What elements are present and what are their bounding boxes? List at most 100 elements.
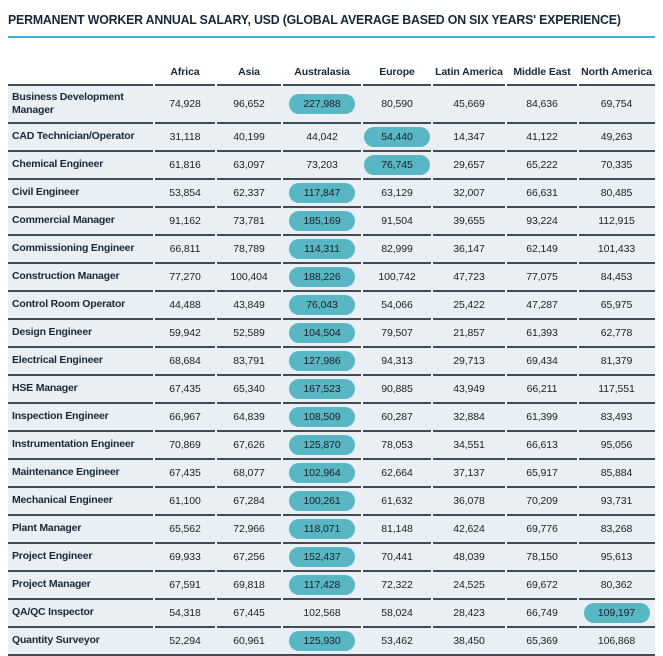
salary-cell: 125,930	[281, 626, 362, 654]
salary-value: 65,562	[169, 523, 201, 535]
highlight-pill: 127,986	[289, 351, 355, 371]
row-label: Control Room Operator	[8, 290, 154, 318]
salary-value: 65,369	[526, 635, 558, 647]
page-title: PERMANENT WORKER ANNUAL SALARY, USD (GLO…	[8, 12, 621, 27]
table-row: Instrumentation Engineer 70,869 67,626 125,…	[8, 430, 655, 458]
salary-value: 37,137	[453, 467, 485, 479]
salary-cell: 76,745	[361, 150, 432, 178]
salary-value: 21,857	[453, 327, 485, 339]
salary-cell: 52,589	[215, 318, 282, 346]
salary-cell: 77,270	[153, 262, 216, 290]
salary-value: 68,684	[169, 355, 201, 367]
salary-value: 29,657	[453, 159, 485, 171]
row-label: HSE Manager	[8, 374, 154, 402]
salary-cell: 72,966	[215, 514, 282, 542]
salary-cell: 78,053	[361, 430, 432, 458]
salary-cell: 106,868	[577, 626, 655, 654]
salary-value: 95,056	[600, 439, 633, 451]
table-row: HSE Manager 67,435 65,340 167,523 90,885 43,9…	[8, 374, 655, 402]
salary-cell: 83,268	[577, 514, 655, 542]
salary-cell: 227,988	[281, 84, 362, 122]
salary-value: 36,147	[453, 243, 485, 255]
row-label: Business Development Manager	[8, 84, 154, 122]
table-row: QA/QC Inspector 54,318 67,445 102,568 58,024…	[8, 598, 655, 626]
row-label: Electrical Engineer	[8, 346, 154, 374]
salary-cell: 64,839	[215, 402, 282, 430]
salary-cell: 70,335	[577, 150, 655, 178]
salary-value: 81,148	[381, 523, 413, 535]
salary-cell: 185,169	[281, 206, 362, 234]
salary-value: 73,203	[306, 159, 338, 171]
column-header: Middle East	[513, 65, 571, 78]
salary-value: 91,504	[381, 215, 413, 227]
salary-value: 80,590	[381, 98, 413, 110]
salary-value: 41,122	[526, 131, 558, 143]
salary-value: 70,209	[526, 495, 558, 507]
salary-value: 65,222	[526, 159, 558, 171]
salary-cell: 70,441	[361, 542, 432, 570]
salary-value: 32,007	[453, 187, 485, 199]
salary-value: 69,434	[526, 355, 558, 367]
column-header: Australasia	[294, 65, 350, 78]
row-label: Commercial Manager	[8, 206, 154, 234]
salary-cell: 125,870	[281, 430, 362, 458]
salary-value: 79,507	[381, 327, 413, 339]
salary-value: 93,731	[600, 495, 633, 507]
column-header: Asia	[238, 65, 260, 78]
salary-cell: 95,056	[577, 430, 655, 458]
salary-value: 40,199	[233, 131, 265, 143]
table-row: Mechanical Engineer 61,100 67,284 100,261 61…	[8, 486, 655, 514]
table-row: Design Engineer 59,942 52,589 104,504 79,507…	[8, 318, 655, 346]
salary-value: 84,453	[600, 271, 633, 283]
salary-cell: 80,590	[361, 84, 432, 122]
salary-cell: 94,313	[361, 346, 432, 374]
salary-cell: 73,203	[281, 150, 362, 178]
salary-value: 66,613	[526, 439, 558, 451]
salary-cell: 84,636	[505, 84, 578, 122]
salary-value: 62,664	[381, 467, 413, 479]
title-rule	[8, 36, 655, 38]
salary-cell: 65,222	[505, 150, 578, 178]
table-row: Maintenance Engineer 67,435 68,077 102,964 6…	[8, 458, 655, 486]
row-label: Maintenance Engineer	[8, 458, 154, 486]
salary-value: 52,589	[233, 327, 265, 339]
salary-cell: 66,811	[153, 234, 216, 262]
salary-cell: 69,434	[505, 346, 578, 374]
column-header: North America	[581, 65, 652, 78]
salary-cell: 93,731	[577, 486, 655, 514]
salary-cell: 62,778	[577, 318, 655, 346]
salary-value: 67,445	[233, 607, 265, 619]
salary-cell: 39,655	[431, 206, 506, 234]
salary-value: 54,318	[169, 607, 201, 619]
salary-value: 47,287	[526, 299, 558, 311]
row-label: Commissioning Engineer	[8, 234, 154, 262]
salary-value: 69,754	[600, 98, 633, 110]
salary-value: 117,551	[598, 383, 635, 395]
salary-value: 102,568	[303, 607, 341, 619]
salary-value: 80,362	[600, 579, 633, 591]
salary-cell: 41,122	[505, 122, 578, 150]
salary-value: 95,613	[600, 551, 633, 563]
salary-cell: 102,964	[281, 458, 362, 486]
salary-cell: 53,462	[361, 626, 432, 654]
salary-value: 72,966	[233, 523, 265, 535]
salary-cell: 117,428	[281, 570, 362, 598]
salary-value: 66,967	[169, 411, 201, 423]
salary-cell: 43,849	[215, 290, 282, 318]
salary-value: 64,839	[233, 411, 265, 423]
salary-value: 32,884	[453, 411, 485, 423]
salary-cell: 66,613	[505, 430, 578, 458]
column-header: Latin America	[435, 65, 503, 78]
salary-value: 67,256	[233, 551, 265, 563]
salary-cell: 78,789	[215, 234, 282, 262]
salary-value: 61,816	[169, 159, 201, 171]
row-label: Quantity Surveyor	[8, 626, 154, 654]
salary-cell: 42,624	[431, 514, 506, 542]
salary-cell: 84,453	[577, 262, 655, 290]
salary-value: 70,335	[600, 159, 633, 171]
salary-cell: 61,399	[505, 402, 578, 430]
salary-value: 31,118	[169, 131, 201, 143]
salary-cell: 65,562	[153, 514, 216, 542]
salary-cell: 68,684	[153, 346, 216, 374]
salary-cell: 61,393	[505, 318, 578, 346]
